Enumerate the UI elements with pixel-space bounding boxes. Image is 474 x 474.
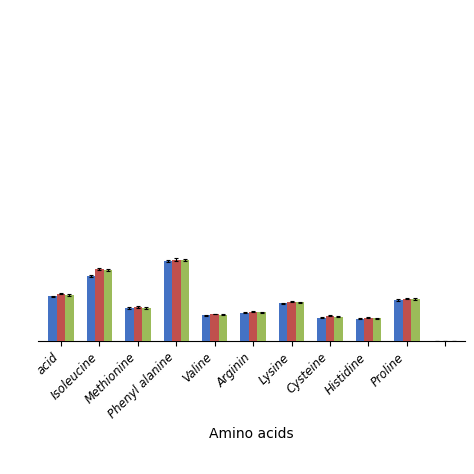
Bar <box>164 261 172 341</box>
Bar <box>125 308 134 341</box>
Bar <box>296 302 304 341</box>
Bar <box>172 260 181 341</box>
Bar <box>87 276 95 341</box>
Bar <box>287 301 296 341</box>
Bar <box>95 269 104 341</box>
Bar <box>202 315 210 341</box>
Bar <box>219 315 228 341</box>
Bar <box>402 299 411 341</box>
Bar <box>210 314 219 341</box>
Bar <box>142 308 151 341</box>
X-axis label: Amino acids: Amino acids <box>209 427 293 441</box>
Bar <box>65 295 73 341</box>
Bar <box>48 296 57 341</box>
Bar <box>364 318 373 341</box>
Bar <box>249 312 257 341</box>
Bar <box>57 294 65 341</box>
Bar <box>326 316 334 341</box>
Bar <box>134 307 142 341</box>
Bar <box>373 319 381 341</box>
Bar <box>334 317 343 341</box>
Bar <box>257 312 266 341</box>
Bar <box>104 270 112 341</box>
Bar <box>394 300 402 341</box>
Bar <box>279 303 287 341</box>
Bar <box>356 319 364 341</box>
Bar <box>317 318 326 341</box>
Bar <box>411 299 419 341</box>
Bar <box>181 260 189 341</box>
Bar <box>240 313 249 341</box>
